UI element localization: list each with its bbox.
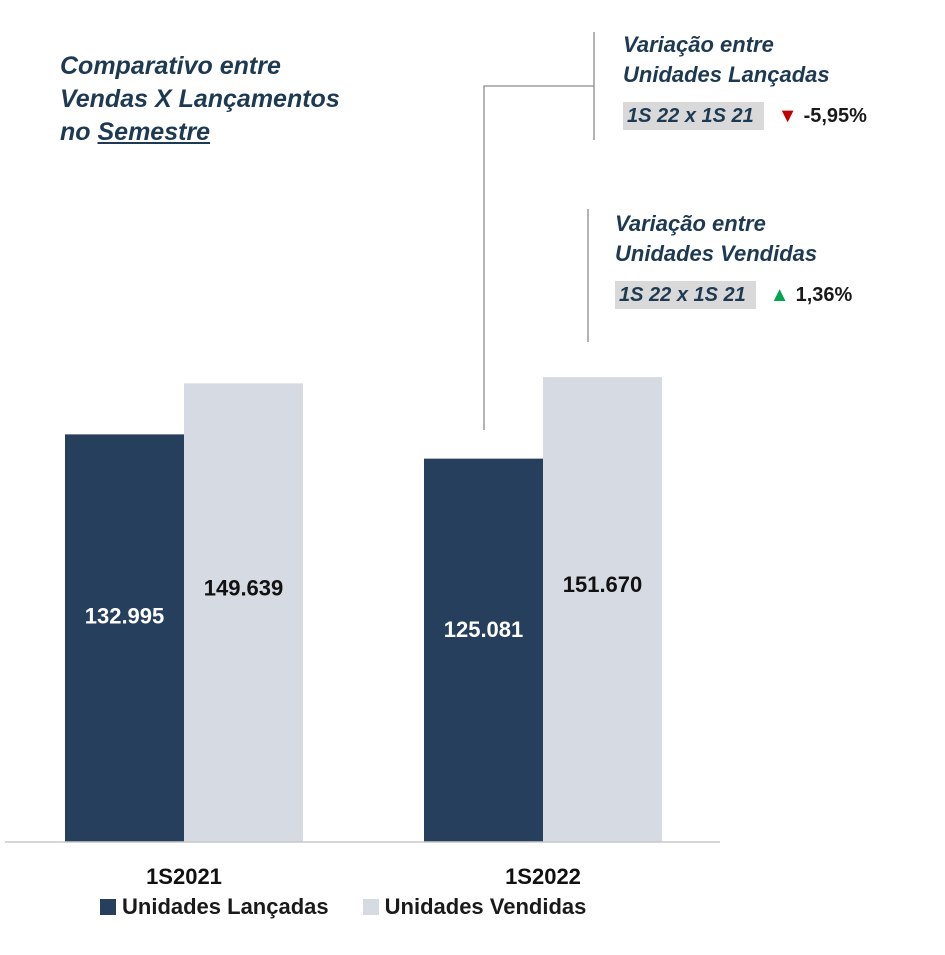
bar-launched-1S2022 [424,458,543,842]
legend-swatch-launched [100,899,116,915]
launched-connector-line [483,85,594,430]
callout-launched-line-2: Unidades Lançadas [623,62,830,87]
chart-legend: Unidades Lançadas Unidades Vendidas [100,894,620,920]
callout-launched-variation: Variação entre Unidades Lançadas 1S 22 x… [623,30,867,130]
title-line-1: Comparativo entre [60,52,281,80]
title-line-2: Vendas X Lançamentos [60,85,340,113]
category-label-1S2021: 1S2021 [146,864,222,889]
bar-launched-1S2021 [65,434,184,842]
chart-title: Comparativo entre Vendas X Lançamentos n… [60,50,340,149]
title-line-3-prefix: no [60,118,98,146]
category-labels-group: 1S2021 1S2022 [146,864,581,889]
bar-label-sold-1S2021: 149.639 [204,576,284,601]
callout-sold-line-2: Unidades Vendidas [615,241,818,266]
bar-labels-group: 132.995 149.639 125.081 151.670 [85,572,643,642]
up-triangle-icon: ▲ [769,283,790,306]
legend-item-sold: Unidades Vendidas [362,894,587,920]
callout-connectors [483,32,595,430]
callout-launched-heading: Variação entre Unidades Lançadas [623,30,867,90]
legend-swatch-sold [362,899,379,915]
title-line-3-underlined: Semestre [97,118,211,146]
callout-launched-line-1: Variação entre [623,32,774,57]
bars-group [65,377,662,842]
category-label-1S2022: 1S2022 [505,864,581,889]
callout-sold-heading: Variação entre Unidades Vendidas [615,209,852,269]
callout-sold-line-1: Variação entre [615,211,766,236]
bar-sold-1S2022 [543,377,662,842]
callout-sold-row: 1S 22 x 1S 21 ▲ 1,36% [615,281,852,309]
callout-launched-change: -5,95% [803,104,867,127]
bar-label-launched-1S2022: 125.081 [444,617,524,642]
callout-sold-change: 1,36% [795,283,853,306]
legend-item-launched: Unidades Lançadas [100,894,329,920]
bar-label-launched-1S2021: 132.995 [85,604,165,629]
legend-label-launched: Unidades Lançadas [122,894,329,919]
callout-launched-row: 1S 22 x 1S 21 ▼ -5,95% [623,102,867,130]
callout-launched-period: 1S 22 x 1S 21 [623,102,764,130]
bar-label-sold-1S2022: 151.670 [563,572,643,597]
callout-sold-period: 1S 22 x 1S 21 [615,281,756,309]
legend-label-sold: Unidades Vendidas [384,894,587,919]
bar-sold-1S2021 [184,383,303,842]
down-triangle-icon: ▼ [777,104,798,127]
callout-sold-variation: Variação entre Unidades Vendidas 1S 22 x… [615,209,852,309]
